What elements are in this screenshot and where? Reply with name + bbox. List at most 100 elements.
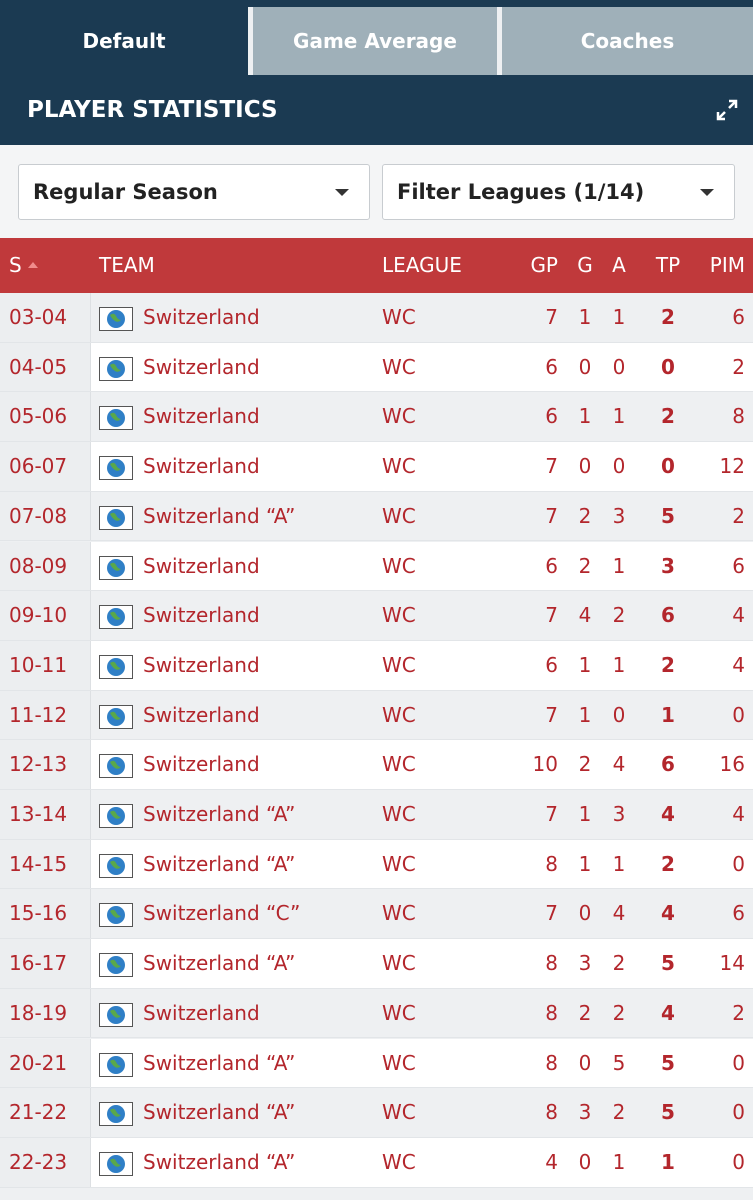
column-header: PIM (709, 253, 745, 277)
flag-icon (99, 1102, 133, 1127)
table-cell: 0 (612, 354, 626, 379)
flag-icon (99, 1052, 133, 1077)
table-cell[interactable]: WC (382, 305, 416, 329)
team-link[interactable]: Switzerland (143, 354, 260, 379)
team-link[interactable]: Switzerland “A” (143, 1100, 296, 1125)
table-cell: 4 (732, 603, 745, 628)
table-cell: 1 (612, 553, 626, 578)
table-cell[interactable]: WC (382, 652, 416, 677)
table-cell[interactable]: WC (382, 404, 416, 429)
table-cell[interactable]: WC (382, 1000, 416, 1025)
table-cell: 6 (545, 652, 558, 677)
table-cell: 7 (545, 802, 558, 826)
table-cell: 16-17 (9, 951, 68, 976)
table-cell: 7 (545, 503, 558, 528)
table-cell: 4 (612, 901, 626, 926)
table-cell: 2 (732, 503, 745, 528)
table-cell[interactable]: WC (382, 1100, 416, 1125)
table-cell: 7 (545, 454, 558, 479)
table-cell: 7 (545, 603, 558, 628)
table-cell[interactable]: WC (382, 354, 416, 379)
table-cell: 5 (661, 951, 675, 976)
table-cell: 2 (578, 1000, 592, 1025)
table-cell[interactable]: WC (382, 454, 416, 479)
flag-icon (99, 456, 133, 481)
flag-icon (99, 1002, 133, 1027)
table-cell: 1 (578, 702, 592, 727)
table-cell[interactable]: WC (382, 503, 416, 528)
table-row: 08-09 Switzerland WC 6 2 1 3 6 (0, 541, 753, 592)
table-cell: 06-07 (9, 454, 68, 479)
team-link[interactable]: Switzerland “A” (143, 1050, 296, 1075)
season-cell-bg (0, 591, 91, 640)
table-row: 12-13 Switzerland WC 10 2 4 6 16 (0, 740, 753, 790)
season-dropdown[interactable]: Regular Season (18, 164, 370, 220)
expand-icon[interactable] (716, 99, 738, 121)
team-link[interactable]: Switzerland (143, 702, 260, 727)
team-link[interactable]: Switzerland (143, 752, 260, 777)
season-cell-bg (0, 392, 91, 442)
table-cell[interactable]: WC (382, 1050, 416, 1075)
table-cell: 6 (545, 404, 558, 429)
team-link[interactable]: Switzerland (143, 305, 260, 329)
table-cell: 7 (545, 702, 558, 727)
season-cell-bg (0, 889, 91, 939)
table-cell: 18-19 (9, 1000, 68, 1025)
table-cell[interactable]: WC (382, 702, 416, 727)
table-cell: 2 (661, 652, 675, 677)
dropdown-label: Filter Leagues (1/14) (397, 180, 645, 204)
table-cell[interactable]: WC (382, 603, 416, 628)
team-link[interactable]: Switzerland (143, 404, 260, 429)
table-cell: 09-10 (9, 603, 68, 628)
column-header: A (612, 253, 626, 277)
table-row: 04-05 Switzerland WC 6 0 0 0 2 (0, 342, 753, 393)
flag-icon (99, 307, 133, 331)
table-cell[interactable]: WC (382, 1149, 416, 1174)
flag-icon (99, 754, 133, 779)
table-cell[interactable]: WC (382, 752, 416, 777)
table-cell: 2 (661, 404, 675, 429)
table-cell[interactable]: WC (382, 851, 416, 876)
table-cell: 0 (732, 1050, 745, 1075)
league-dropdown[interactable]: Filter Leagues (1/14) (382, 164, 735, 220)
table-cell: 1 (612, 851, 626, 876)
table-cell[interactable]: WC (382, 553, 416, 578)
table-cell: 1 (578, 652, 592, 677)
table-cell[interactable]: WC (382, 951, 416, 976)
season-cell-bg (0, 293, 91, 342)
table-cell[interactable]: WC (382, 901, 416, 926)
season-cell-bg (0, 442, 91, 491)
table-cell: 13-14 (9, 802, 68, 826)
team-link[interactable]: Switzerland (143, 454, 260, 479)
table-cell: 4 (578, 603, 592, 628)
team-link[interactable]: Switzerland “A” (143, 851, 296, 876)
table-cell: 0 (578, 1050, 592, 1075)
column-header[interactable]: S (9, 253, 22, 277)
team-link[interactable]: Switzerland “A” (143, 802, 296, 826)
team-link[interactable]: Switzerland (143, 652, 260, 677)
table-cell: 16 (719, 752, 745, 777)
team-link[interactable]: Switzerland (143, 553, 260, 578)
team-link[interactable]: Switzerland (143, 1000, 260, 1025)
tab[interactable]: Game Average (253, 7, 497, 75)
table-cell: 2 (612, 603, 626, 628)
table-cell: 15-16 (9, 901, 68, 926)
table-row: 05-06 Switzerland WC 6 1 1 2 8 (0, 392, 753, 443)
team-link[interactable]: Switzerland “A” (143, 1149, 296, 1174)
tab[interactable]: Default (0, 7, 248, 75)
table-cell[interactable]: WC (382, 802, 416, 826)
table-cell: 5 (661, 1100, 675, 1125)
team-link[interactable]: Switzerland “C” (143, 901, 301, 926)
table-cell: 3 (578, 1100, 592, 1125)
tab[interactable]: Coaches (502, 7, 753, 75)
table-cell: 4 (661, 802, 675, 826)
table-row: 10-11 Switzerland WC 6 1 1 2 4 (0, 640, 753, 691)
team-link[interactable]: Switzerland “A” (143, 951, 296, 976)
table-cell: 6 (661, 603, 675, 628)
table-cell: 22-23 (9, 1149, 68, 1174)
column-header: LEAGUE (382, 253, 462, 277)
table-row: 09-10 Switzerland WC 7 4 2 6 4 (0, 591, 753, 641)
team-link[interactable]: Switzerland “A” (143, 503, 296, 528)
table-cell: 03-04 (9, 305, 68, 329)
team-link[interactable]: Switzerland (143, 603, 260, 628)
